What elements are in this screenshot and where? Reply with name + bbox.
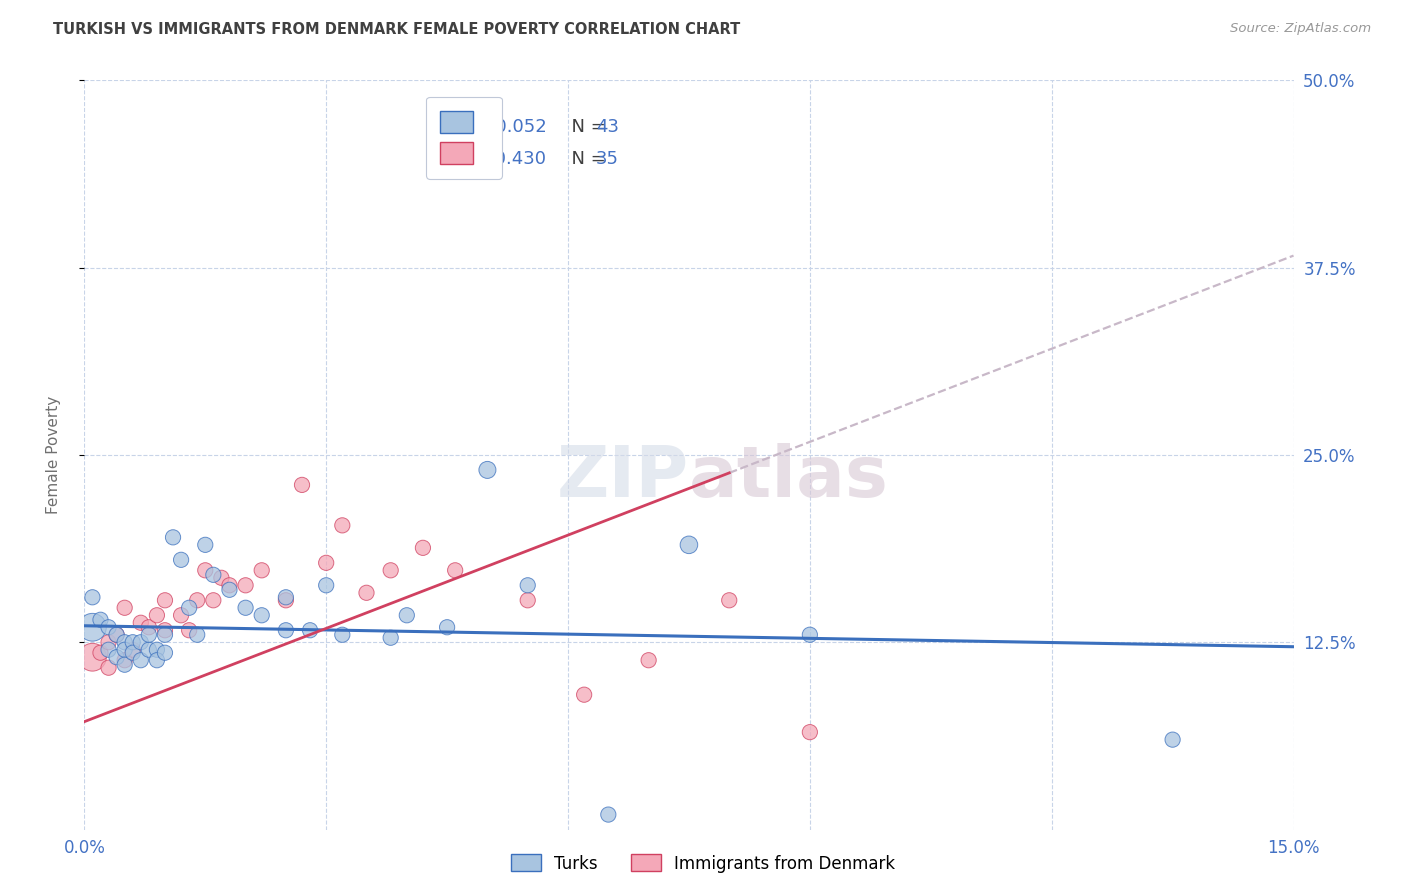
Point bbox=[105, 628, 128, 642]
Text: 43: 43 bbox=[596, 118, 619, 136]
Point bbox=[179, 624, 201, 638]
Point bbox=[82, 591, 104, 605]
Point bbox=[138, 642, 160, 657]
Point bbox=[516, 593, 538, 607]
Point bbox=[380, 631, 402, 645]
Point bbox=[274, 593, 297, 607]
Point bbox=[114, 653, 136, 667]
Point bbox=[218, 582, 240, 597]
Point bbox=[129, 615, 152, 630]
Point bbox=[235, 600, 257, 615]
Point bbox=[89, 613, 111, 627]
Point bbox=[162, 530, 184, 544]
Point bbox=[274, 624, 297, 638]
Point bbox=[89, 646, 111, 660]
Point bbox=[516, 578, 538, 592]
Point bbox=[82, 620, 104, 634]
Point bbox=[678, 538, 700, 552]
Point bbox=[194, 538, 217, 552]
Point bbox=[82, 650, 104, 665]
Point bbox=[146, 653, 169, 667]
Point bbox=[235, 578, 257, 592]
Point bbox=[444, 563, 467, 577]
Point bbox=[202, 593, 225, 607]
Point bbox=[477, 463, 499, 477]
Point bbox=[799, 725, 821, 739]
Point bbox=[299, 624, 322, 638]
Legend: Turks, Immigrants from Denmark: Turks, Immigrants from Denmark bbox=[503, 847, 903, 880]
Point bbox=[153, 646, 176, 660]
Text: 35: 35 bbox=[596, 150, 619, 168]
Y-axis label: Female Poverty: Female Poverty bbox=[46, 396, 60, 514]
Legend: , : , bbox=[426, 97, 502, 178]
Point bbox=[250, 608, 273, 623]
Text: R =: R = bbox=[451, 118, 489, 136]
Point bbox=[572, 688, 595, 702]
Point bbox=[179, 600, 201, 615]
Point bbox=[315, 578, 337, 592]
Point bbox=[194, 563, 217, 577]
Point bbox=[105, 650, 128, 665]
Point bbox=[153, 593, 176, 607]
Point bbox=[330, 518, 353, 533]
Point bbox=[121, 646, 143, 660]
Point bbox=[97, 661, 120, 675]
Point bbox=[97, 635, 120, 649]
Text: R =: R = bbox=[451, 150, 489, 168]
Point bbox=[121, 635, 143, 649]
Point bbox=[250, 563, 273, 577]
Point bbox=[170, 608, 193, 623]
Point bbox=[356, 586, 378, 600]
Point bbox=[395, 608, 418, 623]
Text: ZIP: ZIP bbox=[557, 443, 689, 512]
Point bbox=[170, 553, 193, 567]
Text: N =: N = bbox=[560, 150, 612, 168]
Point bbox=[637, 653, 659, 667]
Point bbox=[330, 628, 353, 642]
Point bbox=[218, 578, 240, 592]
Text: -0.052: -0.052 bbox=[489, 118, 547, 136]
Point bbox=[436, 620, 458, 634]
Point bbox=[138, 620, 160, 634]
Text: 0.430: 0.430 bbox=[489, 150, 547, 168]
Point bbox=[146, 608, 169, 623]
Point bbox=[291, 478, 314, 492]
Point bbox=[315, 556, 337, 570]
Point bbox=[138, 628, 160, 642]
Point bbox=[153, 624, 176, 638]
Point bbox=[105, 628, 128, 642]
Point bbox=[412, 541, 434, 555]
Text: Source: ZipAtlas.com: Source: ZipAtlas.com bbox=[1230, 22, 1371, 36]
Point bbox=[129, 653, 152, 667]
Point bbox=[186, 628, 208, 642]
Point bbox=[97, 642, 120, 657]
Point bbox=[380, 563, 402, 577]
Point bbox=[97, 620, 120, 634]
Point bbox=[598, 807, 620, 822]
Point bbox=[129, 635, 152, 649]
Point bbox=[718, 593, 741, 607]
Text: atlas: atlas bbox=[689, 443, 889, 512]
Point bbox=[114, 635, 136, 649]
Point bbox=[114, 600, 136, 615]
Point bbox=[202, 567, 225, 582]
Point bbox=[274, 591, 297, 605]
Point bbox=[1161, 732, 1184, 747]
Point bbox=[114, 657, 136, 672]
Point bbox=[146, 642, 169, 657]
Point bbox=[799, 628, 821, 642]
Text: TURKISH VS IMMIGRANTS FROM DENMARK FEMALE POVERTY CORRELATION CHART: TURKISH VS IMMIGRANTS FROM DENMARK FEMAL… bbox=[53, 22, 741, 37]
Point bbox=[153, 628, 176, 642]
Point bbox=[209, 571, 232, 585]
Text: N =: N = bbox=[560, 118, 612, 136]
Point bbox=[186, 593, 208, 607]
Point bbox=[114, 642, 136, 657]
Point bbox=[121, 642, 143, 657]
